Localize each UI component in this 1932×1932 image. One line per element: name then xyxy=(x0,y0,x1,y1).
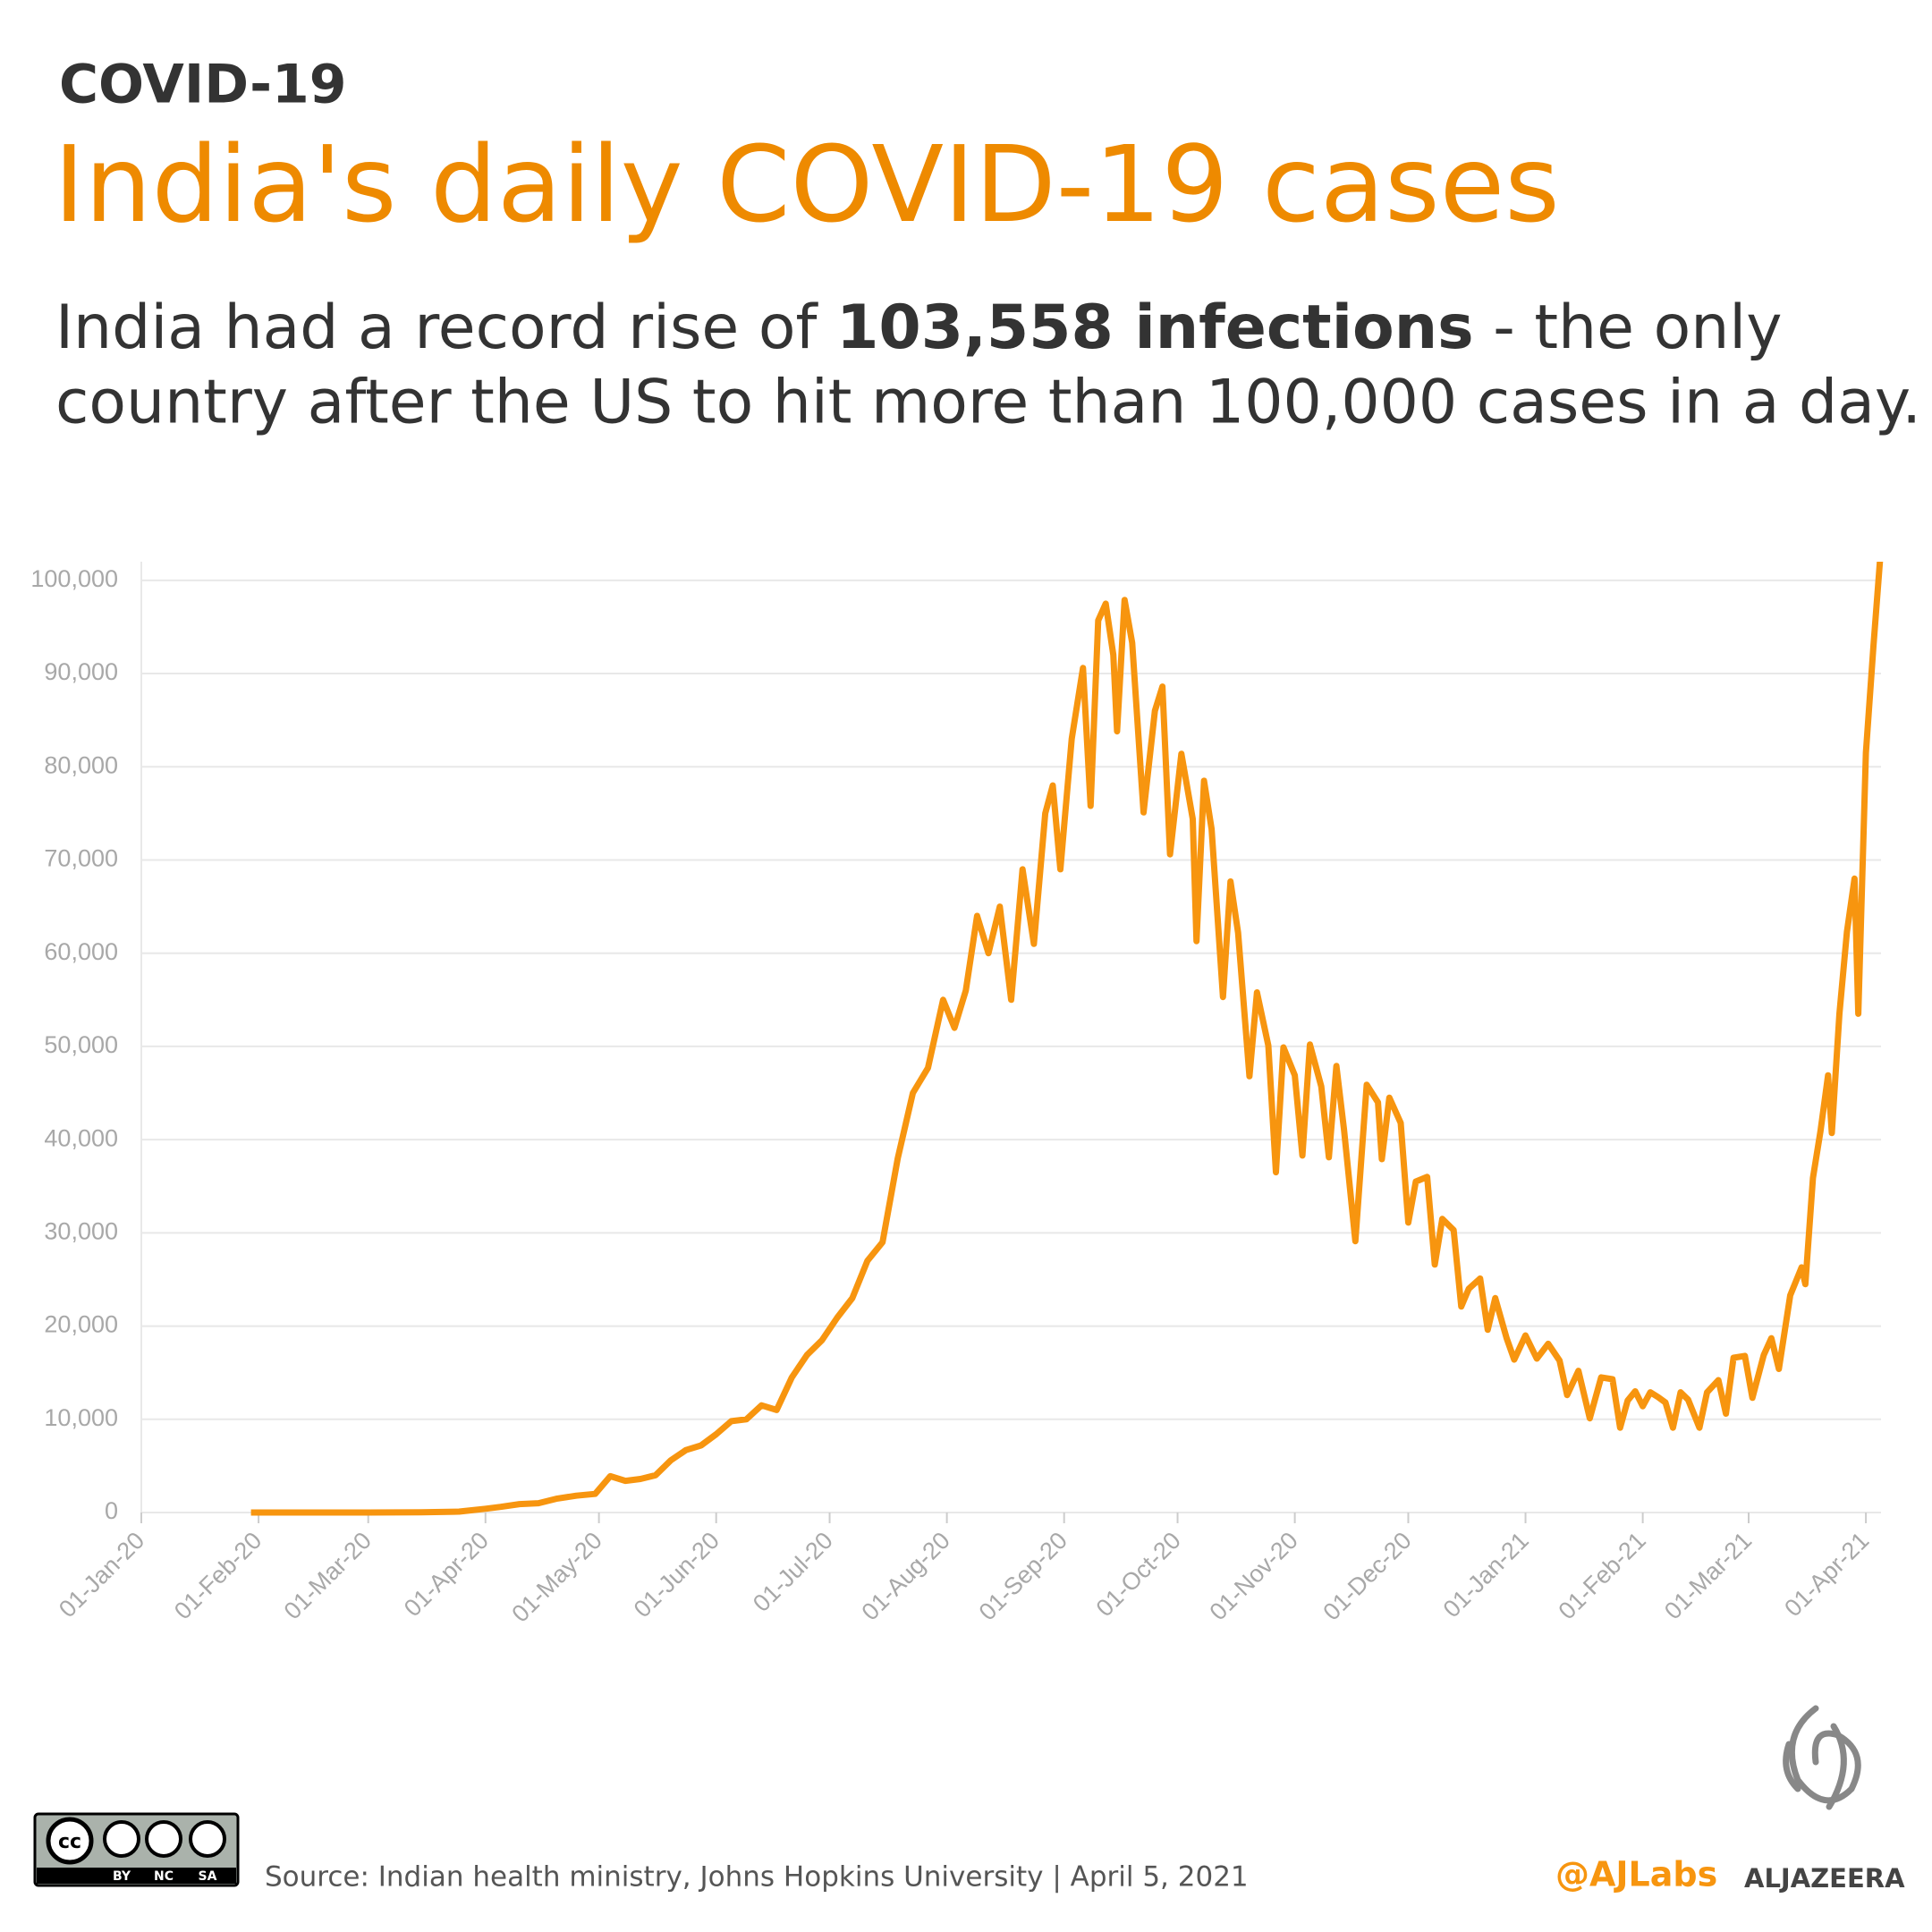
x-tick-label: 01-Feb-21 xyxy=(1554,1527,1651,1624)
subtitle-text: - the only xyxy=(1493,292,1782,363)
x-tick-label: 01-Mar-21 xyxy=(1659,1527,1757,1624)
subtitle: India had a record rise of 103,558 infec… xyxy=(55,292,1782,363)
x-tick-label: 01-May-20 xyxy=(506,1527,606,1627)
x-tick-label: 01-Jan-21 xyxy=(1438,1527,1534,1623)
y-tick-label: 0 xyxy=(105,1497,118,1524)
brand-logo xyxy=(1783,1705,1861,1810)
svg-text:cc: cc xyxy=(58,1831,81,1853)
license-badge: cc BY NC SA xyxy=(33,1812,240,1887)
x-tick-label: 01-Dec-20 xyxy=(1318,1527,1416,1625)
chart: 0 10,000 20,000 30,000 40,000 50,000 60,000 70,… xyxy=(30,562,1884,1628)
y-tick-label: 80,000 xyxy=(44,751,118,778)
x-tick-label: 01-Oct-20 xyxy=(1091,1527,1186,1622)
x-tick-label: 01-Apr-20 xyxy=(399,1527,494,1622)
x-tick-label: 01-Jul-20 xyxy=(748,1527,838,1617)
x-tick-label: 01-Sep-20 xyxy=(974,1527,1072,1625)
data-line xyxy=(250,562,1884,1516)
license-label: NC xyxy=(154,1869,174,1884)
y-tick-label: 70,000 xyxy=(44,845,118,872)
y-tick-label: 90,000 xyxy=(44,658,118,685)
x-tick-label: 01-Mar-20 xyxy=(279,1527,377,1624)
y-tick-label: 50,000 xyxy=(44,1031,118,1058)
x-tick-label: 01-Feb-20 xyxy=(169,1527,267,1624)
kicker: COVID-19 xyxy=(59,54,347,116)
y-tick-label: 20,000 xyxy=(44,1311,118,1338)
x-tick-label: 01-Aug-20 xyxy=(857,1527,955,1625)
y-tick-label: 30,000 xyxy=(44,1217,118,1244)
y-tick-label: 10,000 xyxy=(44,1404,118,1431)
x-tick-label: 01-Apr-21 xyxy=(1779,1527,1874,1622)
brand: ALJAZEERA xyxy=(1744,1863,1905,1894)
license-label: SA xyxy=(199,1869,217,1884)
title: India's daily COVID-19 cases xyxy=(54,123,1560,246)
license-label: BY xyxy=(113,1869,131,1884)
x-tick-label: 01-Nov-20 xyxy=(1205,1527,1303,1625)
x-tick-label: 01-Jun-20 xyxy=(629,1527,724,1623)
subtitle-highlight: 103,558 infections xyxy=(836,292,1474,363)
y-tick-label: 60,000 xyxy=(44,938,118,965)
handle: @AJLabs xyxy=(1555,1855,1717,1894)
x-tick-label: 01-Jan-20 xyxy=(54,1527,149,1623)
source: Source: Indian health ministry, Johns Ho… xyxy=(265,1861,1249,1894)
subtitle: country after the US to hit more than 10… xyxy=(55,368,1921,438)
y-tick-label: 100,000 xyxy=(30,565,118,592)
y-tick-label: 40,000 xyxy=(44,1124,118,1151)
subtitle-text: India had a record rise of xyxy=(55,292,818,363)
